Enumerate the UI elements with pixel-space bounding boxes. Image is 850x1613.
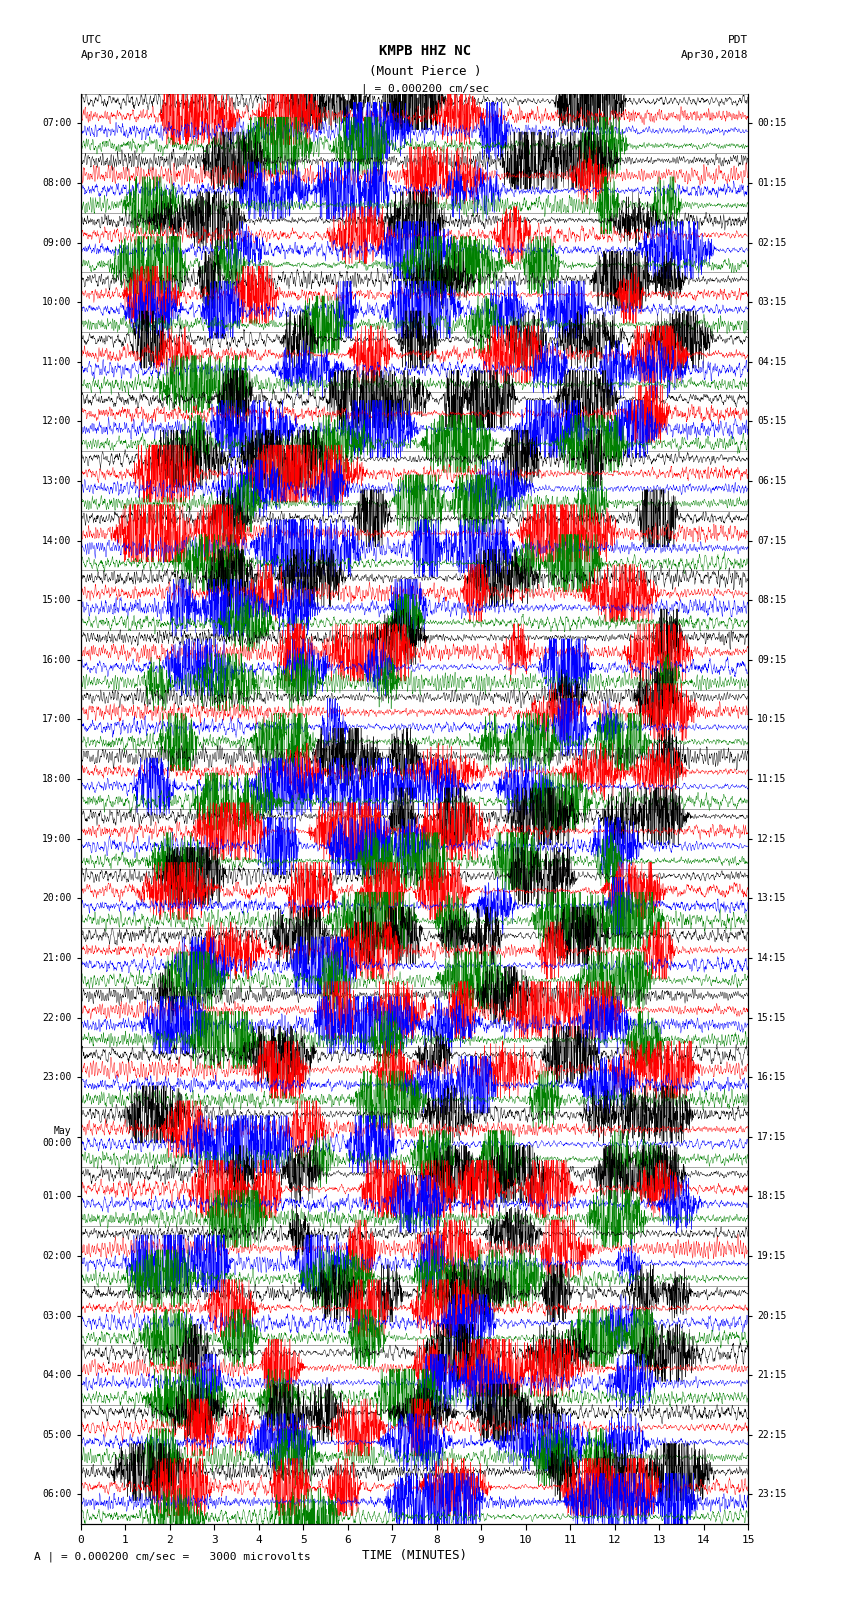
Text: (Mount Pierce ): (Mount Pierce ) [369,65,481,77]
Text: Apr30,2018: Apr30,2018 [681,50,748,60]
X-axis label: TIME (MINUTES): TIME (MINUTES) [362,1548,467,1561]
Text: A | = 0.000200 cm/sec =   3000 microvolts: A | = 0.000200 cm/sec = 3000 microvolts [34,1552,311,1563]
Text: PDT: PDT [728,35,748,45]
Text: | = 0.000200 cm/sec: | = 0.000200 cm/sec [361,84,489,95]
Text: KMPB HHZ NC: KMPB HHZ NC [379,44,471,58]
Text: Apr30,2018: Apr30,2018 [81,50,148,60]
Text: UTC: UTC [81,35,101,45]
